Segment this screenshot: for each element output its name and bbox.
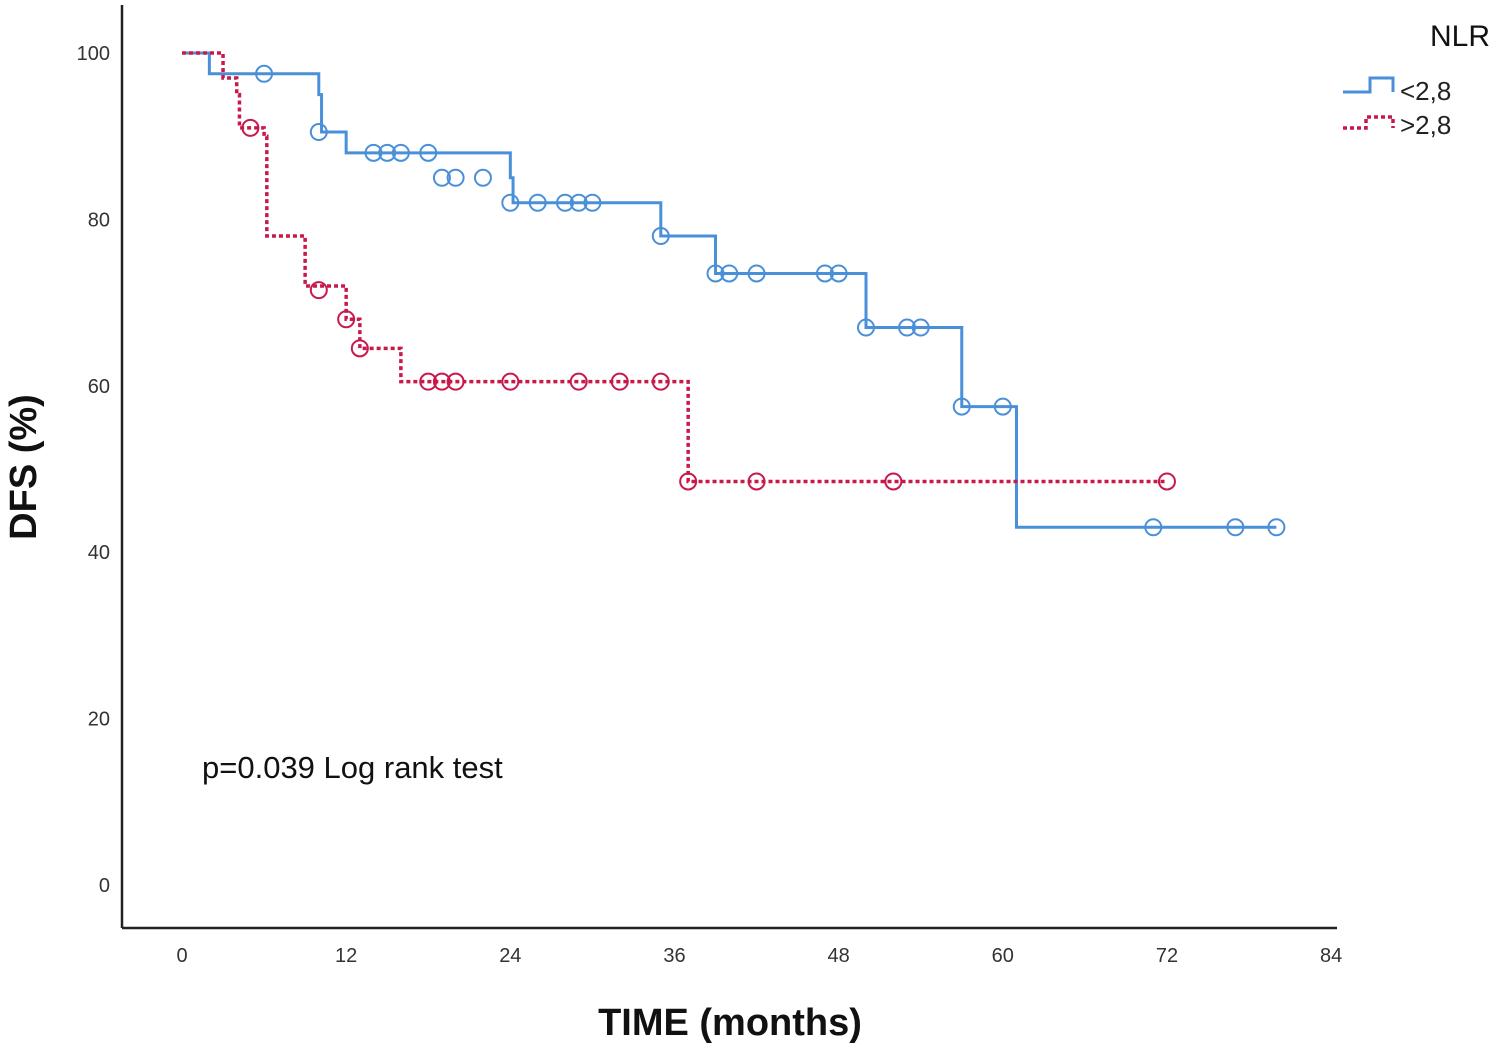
censor-mark (255, 64, 274, 83)
censor-mark (610, 372, 629, 391)
survival-curve (182, 51, 1167, 484)
censor-mark (378, 143, 397, 162)
censor-mark (432, 168, 451, 187)
x-tick-label: 36 (663, 945, 685, 967)
censor-mark (364, 143, 383, 162)
censor-mark (556, 193, 575, 212)
censor-mark (679, 472, 698, 491)
censor-mark (446, 168, 465, 187)
censor-mark (898, 318, 917, 337)
legend-item-high: >2,8 (1343, 110, 1451, 140)
censor-mark (569, 193, 588, 212)
legend-title: NLR (1430, 20, 1490, 53)
censor-mark (528, 193, 547, 212)
censor-mark (857, 318, 875, 337)
censor-mark (1267, 518, 1286, 537)
censor-mark (350, 339, 369, 358)
censor-mark (884, 472, 903, 491)
censor-mark (706, 264, 725, 283)
censor-mark (651, 372, 670, 391)
censor-mark (501, 372, 520, 391)
y-tick-label: 20 (88, 709, 110, 731)
x-axis-title: TIME (months) (598, 1002, 862, 1044)
axes (120, 5, 1337, 930)
censor-mark (651, 227, 670, 246)
series-layer (182, 51, 1286, 537)
censor-mark (337, 310, 356, 329)
censor-mark (583, 193, 602, 212)
x-tick-label: 60 (992, 945, 1014, 967)
legend-label-high: >2,8 (1400, 110, 1451, 140)
censor-mark (432, 372, 451, 391)
y-tick-label: 100 (77, 43, 110, 65)
censor-mark (501, 193, 520, 212)
legend-label-low: <2,8 (1400, 76, 1451, 106)
x-tick-label: 24 (499, 945, 521, 967)
censor-mark (569, 372, 588, 391)
censor-mark (309, 123, 328, 142)
legend-swatch-high (1343, 115, 1395, 130)
censor-mark (747, 264, 766, 283)
y-axis-title: DFS (%) (3, 394, 45, 540)
censor-mark (952, 397, 971, 416)
censor-mark (419, 372, 438, 391)
censor-mark (1226, 518, 1245, 537)
censor-mark (720, 264, 739, 283)
censor-mark (993, 397, 1012, 416)
y-tick-label: 40 (88, 542, 110, 564)
censor-mark (747, 472, 766, 491)
x-tick-label: 84 (1320, 945, 1342, 967)
legend-item-low: <2,8 (1343, 76, 1451, 106)
censor-mark (419, 143, 438, 162)
censor-mark (241, 118, 260, 137)
censor-mark (1157, 472, 1176, 491)
series-1 (182, 51, 1176, 491)
log-rank-annotation: p=0.039 Log rank test (202, 750, 503, 785)
legend: NLR <2,8 >2,8 (1343, 20, 1490, 140)
legend-swatch-low (1343, 76, 1395, 94)
censor-mark (911, 318, 930, 337)
series-0 (182, 51, 1286, 537)
x-tick-label: 12 (335, 945, 357, 967)
censor-mark (829, 264, 848, 283)
y-tick-label: 0 (99, 875, 110, 897)
y-tick-label: 60 (88, 376, 110, 398)
censor-mark (815, 264, 834, 283)
x-tick-label: 0 (176, 945, 187, 967)
censor-mark (473, 168, 492, 187)
censor-mark (1144, 518, 1163, 537)
x-tick-label: 48 (828, 945, 850, 967)
survival-curve (182, 51, 1277, 529)
censor-mark (309, 281, 328, 300)
censor-mark (391, 143, 410, 162)
censor-mark (446, 372, 465, 391)
y-tick-label: 80 (88, 209, 110, 231)
y-tick-labels: 0 20 40 60 80 100 (77, 43, 110, 897)
x-tick-label: 72 (1156, 945, 1178, 967)
x-tick-labels: 0 12 24 36 48 60 72 84 (176, 945, 1342, 967)
